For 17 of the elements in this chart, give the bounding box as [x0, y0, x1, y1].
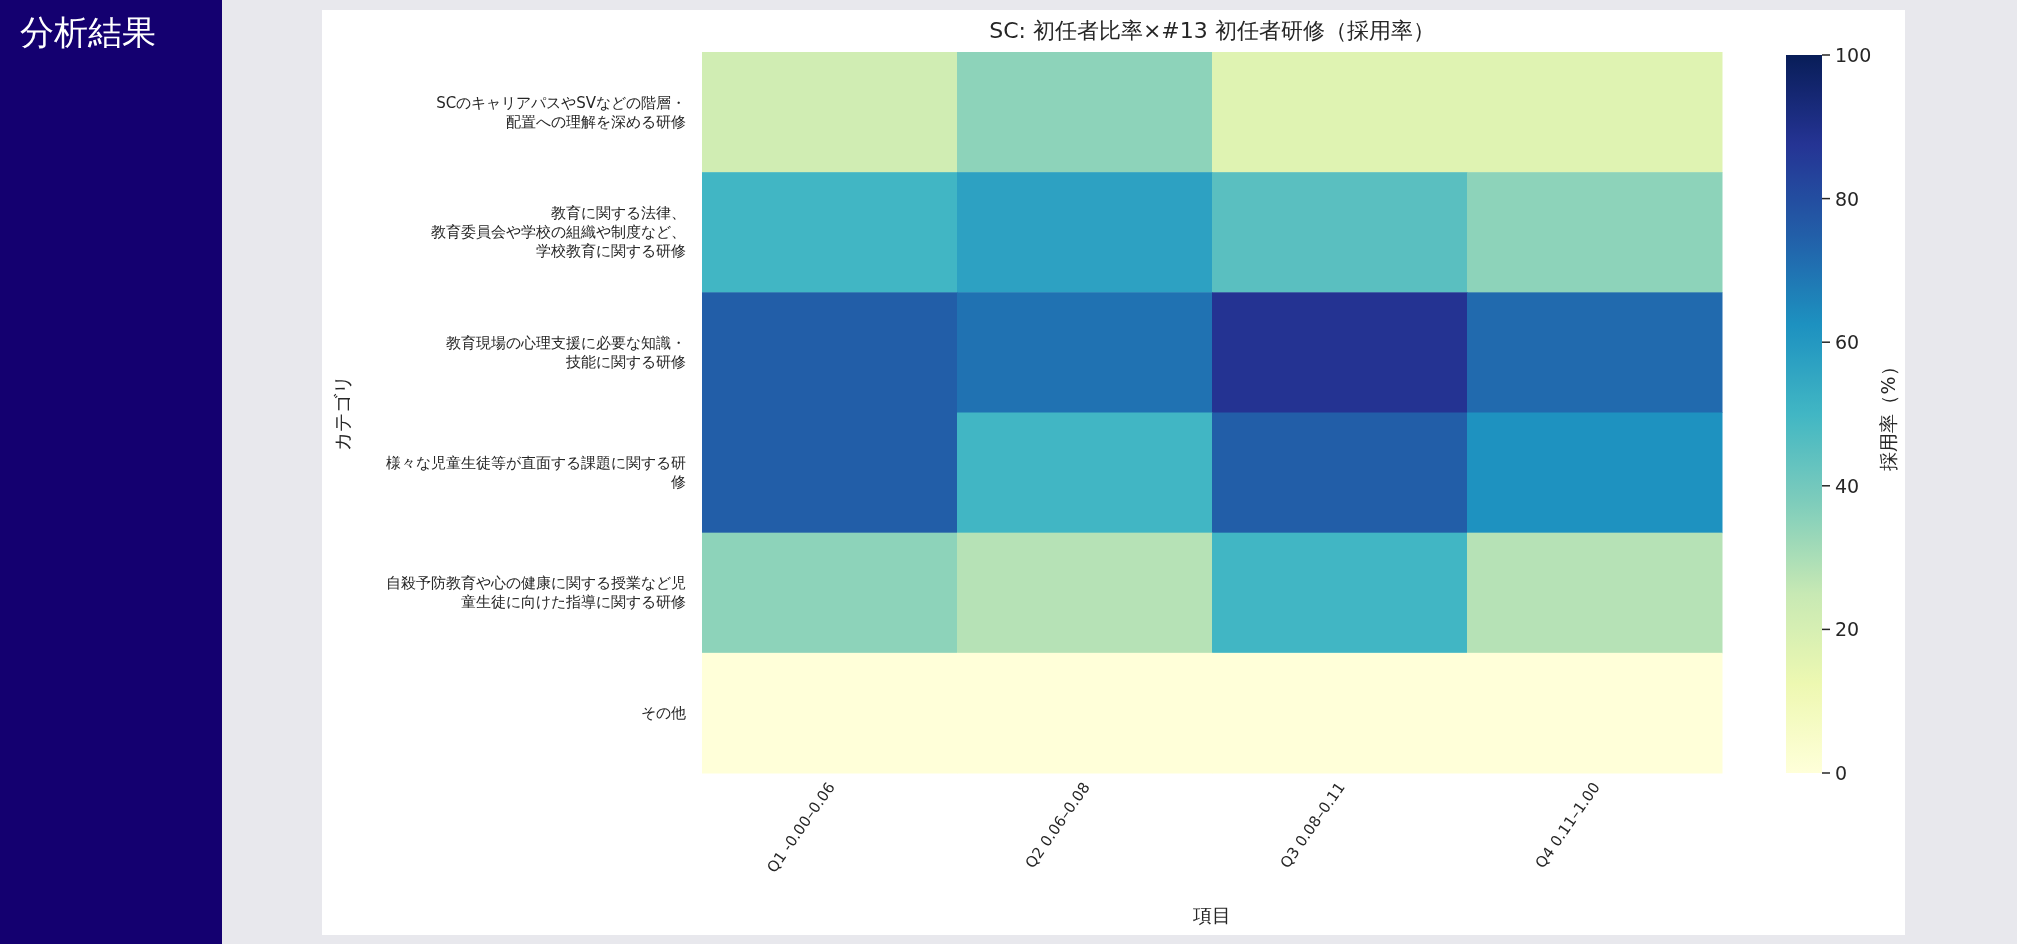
y-tick-label: 様々な児童生徒等が直面する課題に関する研修: [386, 454, 686, 492]
color-bar-label: 20: [1835, 618, 1860, 641]
color-bar-label: 40: [1835, 474, 1860, 497]
color-bar-label: 0: [1835, 762, 1848, 784]
y-tick-label: SCのキャリアパスやSVなどの階層・配置への理解を深める研修: [436, 93, 686, 131]
y-tick-label: その他: [641, 703, 686, 722]
color-bar-title: 採用率（%）: [1877, 357, 1899, 471]
color-bar-label: 80: [1835, 187, 1860, 210]
x-axis-title: 項目: [1192, 904, 1231, 926]
y-tick-label: 教育現場の心理支援に必要な知識・技能に関する研修: [446, 333, 686, 371]
y-tick-label: 自殺予防教育や心の健康に関する授業など児童生徒に向けた指導に関する研修: [386, 574, 686, 612]
y-tick-label: 教育に関する法律、教育委員会や学校の組織や制度など、学校教育に関する研修: [431, 204, 686, 261]
text: 分析結果: [20, 12, 156, 52]
color-bar-label: 100: [1835, 44, 1872, 66]
color-bar-label: 60: [1835, 331, 1860, 354]
chart-title: SC: 初任者比率×#13 初任者研修（採用率）: [989, 18, 1435, 43]
y-axis-title: カテゴリ: [331, 374, 353, 451]
